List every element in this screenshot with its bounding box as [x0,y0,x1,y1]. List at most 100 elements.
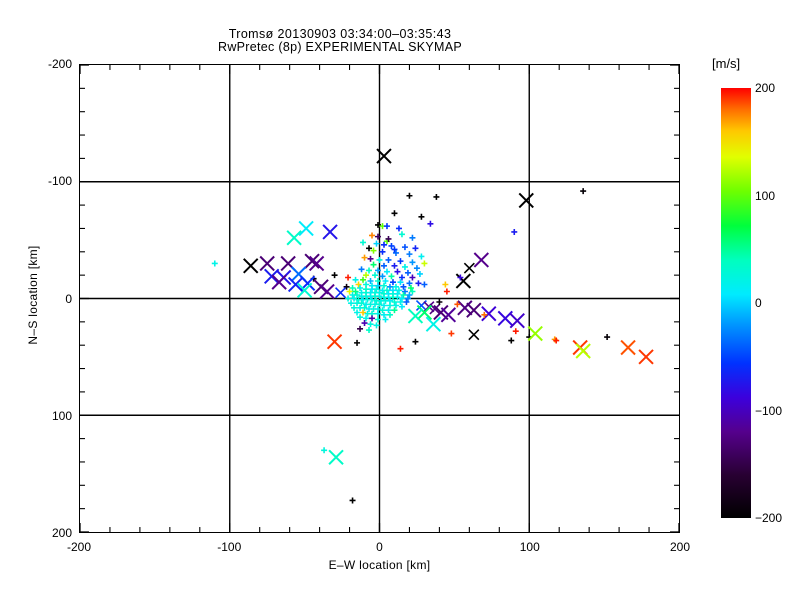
x-tick-label: 200 [669,540,691,554]
data-point-plus [433,193,440,200]
data-point-plus [448,330,455,337]
data-point-x [425,316,442,332]
data-point-plus [394,268,401,275]
data-point-plus [375,316,381,323]
data-point-plus [404,269,411,276]
data-point-plus [397,345,404,352]
title-line-2: RwPretec (8p) EXPERIMENTAL SKYMAP [218,40,462,54]
data-point-plus [361,254,368,261]
data-point-plus [421,281,428,288]
data-point-plus [392,249,399,256]
colorbar-fill [721,88,751,518]
x-axis-title: E–W location [km] [328,558,431,572]
plot-title: Tromsø 20130903 03:34:00–03:35:43 RwPret… [0,28,680,54]
data-point-plus [391,262,398,269]
data-point-x [518,192,534,209]
data-point-x [322,224,338,240]
data-point-plus [512,328,519,335]
x-tick-label: -100 [217,540,242,554]
data-point-plus [381,262,387,269]
data-point-plus [385,256,392,263]
data-point-plus [385,307,392,314]
data-point-plus [391,307,398,314]
data-point-plus [604,334,611,341]
x-tick-label: 0 [376,540,383,554]
data-point-x [527,325,543,342]
data-point-x [328,449,344,465]
data-point-plus [391,210,398,217]
data-point-plus [361,304,368,311]
data-point-plus [391,246,398,253]
data-point-plus [398,295,405,302]
colorbar-tick-label: 200 [755,81,776,95]
data-point-plus [354,309,361,316]
data-point-plus [553,337,560,344]
data-point-x [296,282,313,299]
data-point-plus [406,280,413,287]
data-point-x [319,283,335,300]
data-point-plus [386,283,393,290]
data-point-plus [369,296,376,303]
data-point-plus [407,285,414,291]
data-point-plus [398,231,405,238]
y-tick-label: 200 [51,526,72,540]
colorbar-tick-label: −100 [755,403,783,418]
data-point-plus [395,287,402,294]
data-point-x [416,304,433,321]
data-point-plus [397,299,404,305]
data-point-plus [346,288,353,295]
data-point-plus [392,302,399,309]
colorbar-unit-label: [m/s] [712,56,741,71]
data-point-x [457,300,473,316]
data-point-plus [436,299,443,305]
data-point-plus [369,315,376,322]
data-point-plus [381,302,387,309]
data-point-plus [367,321,374,328]
data-point-plus [383,223,390,230]
data-point-plus [481,311,488,318]
data-point-plus [403,299,410,305]
data-point-plus [401,288,408,295]
data-point-plus [379,307,386,314]
data-point-plus [352,276,359,283]
data-point-plus [373,322,380,329]
data-point-plus [379,273,386,280]
data-point-plus [349,497,356,504]
data-point-x [466,302,482,318]
data-point-plus [397,258,404,265]
data-point-plus [366,267,373,274]
data-point-plus [361,320,368,327]
data-point-plus [376,256,383,263]
data-point-plus [406,192,413,199]
y-tick-label: 0 [65,291,72,306]
data-point-plus [381,241,387,248]
data-point-plus [580,188,587,195]
data-point-plus [354,292,361,298]
data-point-plus [406,292,413,298]
data-point-plus [373,286,380,293]
scatter-plot-area[interactable] [80,65,679,532]
data-point-plus [409,259,416,266]
data-point-x [326,334,343,350]
data-point-plus [357,325,364,332]
data-point-plus [373,240,380,247]
data-point-plus [321,447,328,454]
colorbar[interactable] [721,88,751,518]
data-point-plus [357,314,364,321]
data-point-plus [418,253,425,260]
data-point-plus [360,309,367,316]
data-point-plus [358,300,365,307]
data-point-plus [388,273,395,280]
x-tick-label: -200 [66,540,92,554]
data-point-plus [442,281,449,288]
data-point-plus [386,311,393,318]
data-point-plus [386,302,393,309]
data-point-plus [331,272,338,279]
data-point-plus [391,299,398,305]
data-point-plus [367,278,374,284]
data-point-x [509,313,525,329]
y-tick-label: -100 [47,174,72,189]
data-point-plus [360,276,367,283]
data-point-plus [416,270,423,277]
